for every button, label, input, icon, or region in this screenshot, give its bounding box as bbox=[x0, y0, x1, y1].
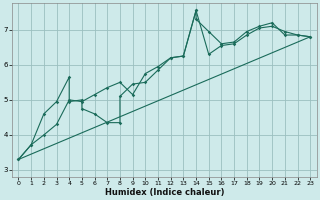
X-axis label: Humidex (Indice chaleur): Humidex (Indice chaleur) bbox=[105, 188, 224, 197]
